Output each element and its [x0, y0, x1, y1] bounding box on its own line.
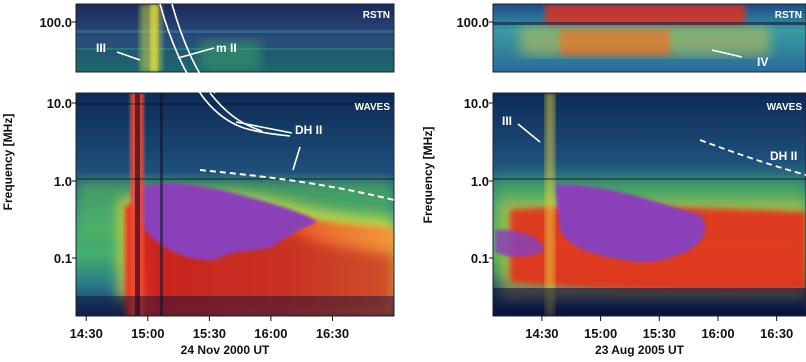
x-tick-label: 16:30 [316, 326, 349, 341]
mII-track-line-2 [171, 3, 216, 94]
arrow-III-right [517, 123, 541, 143]
left-rstn-frame [75, 3, 395, 73]
y-tick-label: 0.1 [54, 251, 72, 266]
left-waves-frame [75, 92, 395, 317]
III-label: III [96, 41, 106, 55]
x-tick-label: 16:00 [701, 326, 734, 341]
arrow-mII [177, 47, 215, 59]
y-tick-label: 1.0 [54, 174, 72, 189]
right-waves-spectrum [493, 93, 806, 316]
waves-label: WAVES [767, 102, 803, 113]
y-axis-title: Frequency [MHz] [421, 127, 435, 224]
arrow-DHII-left-2 [292, 146, 301, 171]
IV-label: IV [757, 55, 768, 69]
arrow-IV [711, 49, 743, 58]
left-annotation-overlay [116, 3, 395, 201]
mII-label: m II [216, 41, 237, 55]
y-tick-label: 100.0 [39, 15, 72, 30]
rstn-label: RSTN [775, 10, 802, 21]
x-tick-label: 16:00 [254, 326, 287, 341]
mII-track-line [159, 3, 201, 94]
x-tick-label: 15:30 [193, 326, 226, 341]
y-tick-label: 0.1 [471, 251, 489, 266]
x-tick-label: 15:00 [131, 326, 164, 341]
DHII-label-right: DH II [770, 149, 797, 163]
y-tick-label: 10.0 [47, 96, 72, 111]
x-tick-label: 15:30 [643, 326, 676, 341]
dh-track-line-2 [209, 92, 263, 132]
DHII-label-left: DH II [295, 123, 322, 137]
x-axis-title: 23 Aug 2005 UT [595, 343, 685, 357]
right-annotation-overlay [517, 49, 806, 176]
dh-track-line [199, 92, 291, 137]
rstn-label: RSTN [363, 10, 390, 21]
x-tick-label: 15:00 [584, 326, 617, 341]
left-waves-spectrum [76, 93, 394, 316]
y-tick-label: 100.0 [456, 15, 489, 30]
x-tick-label: 14:30 [70, 326, 103, 341]
left-rstn-spectrum [76, 4, 394, 72]
left-spectrogram-panel [76, 4, 394, 316]
arrow-III-left [116, 51, 141, 61]
y-tick-label: 1.0 [471, 174, 489, 189]
right-rstn-frame [492, 3, 806, 73]
y-tick-label: 10.0 [464, 96, 489, 111]
right-spectrogram-panel [493, 4, 806, 316]
right-waves-frame [492, 92, 806, 317]
y-axis-title: Frequency [MHz] [1, 114, 15, 211]
right-rstn-spectrum [493, 4, 806, 72]
III-label-right: III [502, 114, 512, 128]
dh-type-ii-dashed [199, 169, 395, 201]
dh-type-ii-dashed-right [699, 139, 806, 176]
x-axis-title: 24 Nov 2000 UT [181, 343, 270, 357]
x-tick-label: 16:30 [760, 326, 793, 341]
waves-label: WAVES [355, 102, 391, 113]
x-tick-label: 14:30 [525, 326, 558, 341]
arrow-DHII-left [235, 121, 293, 134]
